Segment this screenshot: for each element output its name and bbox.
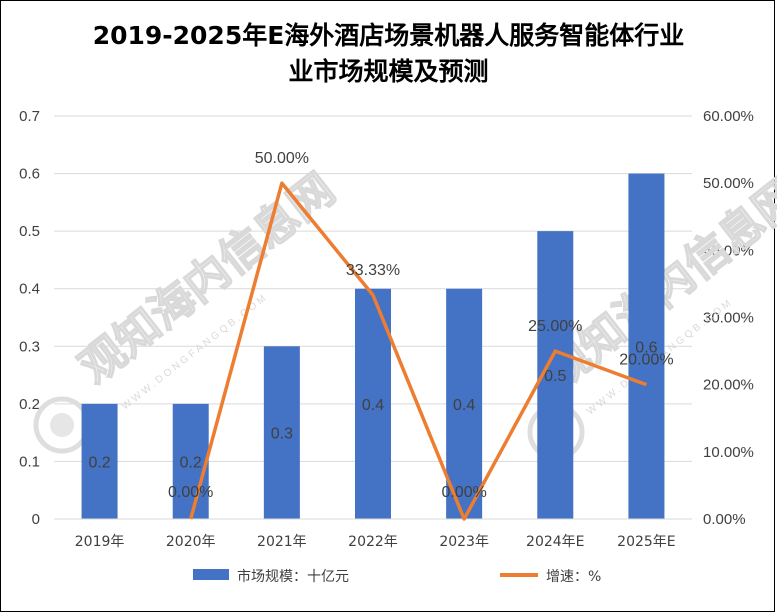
bar bbox=[263, 346, 300, 519]
bar-data-label: 0.6 bbox=[635, 339, 657, 356]
y-left-tick-label: 0.1 bbox=[19, 453, 40, 470]
y-right-tick-label: 60.00% bbox=[703, 108, 754, 125]
legend-bar-label: 市场规模：十亿元 bbox=[237, 568, 349, 585]
y-left-tick-label: 0.4 bbox=[19, 281, 40, 298]
x-tick-label: 2024年E bbox=[526, 534, 584, 550]
chart-title: 2019-2025年E海外酒店场景机器人服务智能体行业 业市场规模及预测 bbox=[0, 18, 777, 90]
line-data-label: 50.00% bbox=[255, 150, 309, 167]
x-tick-label: 2020年 bbox=[166, 534, 216, 550]
y-right-tick-label: 10.00% bbox=[703, 444, 754, 461]
line-data-label: 0.00% bbox=[441, 484, 486, 501]
y-left-tick-label: 0.3 bbox=[19, 338, 40, 355]
growth-line bbox=[189, 181, 648, 521]
x-tick-label: 2023年 bbox=[439, 534, 489, 550]
y-right-tick-label: 50.00% bbox=[703, 175, 754, 192]
bar-data-label: 0.5 bbox=[544, 368, 566, 385]
y-right-tick-label: 20.00% bbox=[703, 377, 754, 394]
bar-data-label: 0.2 bbox=[88, 454, 110, 471]
y-right-tick-label: 30.00% bbox=[703, 310, 754, 327]
chart-title-line-2: 业市场规模及预测 bbox=[288, 57, 489, 86]
watermark-logo-left-dot bbox=[50, 413, 74, 437]
bar-data-label: 0.4 bbox=[453, 397, 475, 414]
line-data-label: 0.00% bbox=[168, 484, 213, 501]
x-tick-label: 2021年 bbox=[257, 534, 307, 550]
x-tick-label: 2022年 bbox=[348, 534, 398, 550]
bar bbox=[81, 403, 118, 519]
line-data-label: 25.00% bbox=[528, 318, 582, 335]
bar bbox=[628, 173, 665, 520]
bar-data-label: 0.2 bbox=[180, 454, 202, 471]
chart-title-line-1: 2019-2025年E海外酒店场景机器人服务智能体行业 bbox=[92, 21, 685, 50]
x-tick-label: 2025年E bbox=[617, 534, 675, 550]
legend-line-label: 增速：% bbox=[546, 569, 601, 585]
line-data-label: 33.33% bbox=[346, 262, 400, 279]
bar-data-label: 0.3 bbox=[271, 426, 293, 443]
y-left-tick-label: 0.6 bbox=[19, 166, 40, 183]
x-tick-label: 2019年 bbox=[75, 534, 125, 550]
bar bbox=[446, 288, 483, 519]
y-left-tick-label: 0.7 bbox=[19, 108, 40, 125]
bar bbox=[172, 403, 209, 519]
y-left-tick-label: 0.2 bbox=[19, 396, 40, 413]
line-data-label: 20.00% bbox=[619, 352, 673, 369]
legend-bar-swatch bbox=[193, 569, 229, 580]
bar-data-label: 0.4 bbox=[362, 397, 384, 414]
y-left-tick-label: 0 bbox=[32, 511, 40, 528]
watermark-left: 观知海内信息网 bbox=[70, 164, 344, 394]
y-right-tick-label: 40.00% bbox=[703, 242, 754, 259]
y-left-tick-label: 0.5 bbox=[19, 223, 40, 240]
y-right-tick-label: 0.00% bbox=[703, 511, 746, 528]
